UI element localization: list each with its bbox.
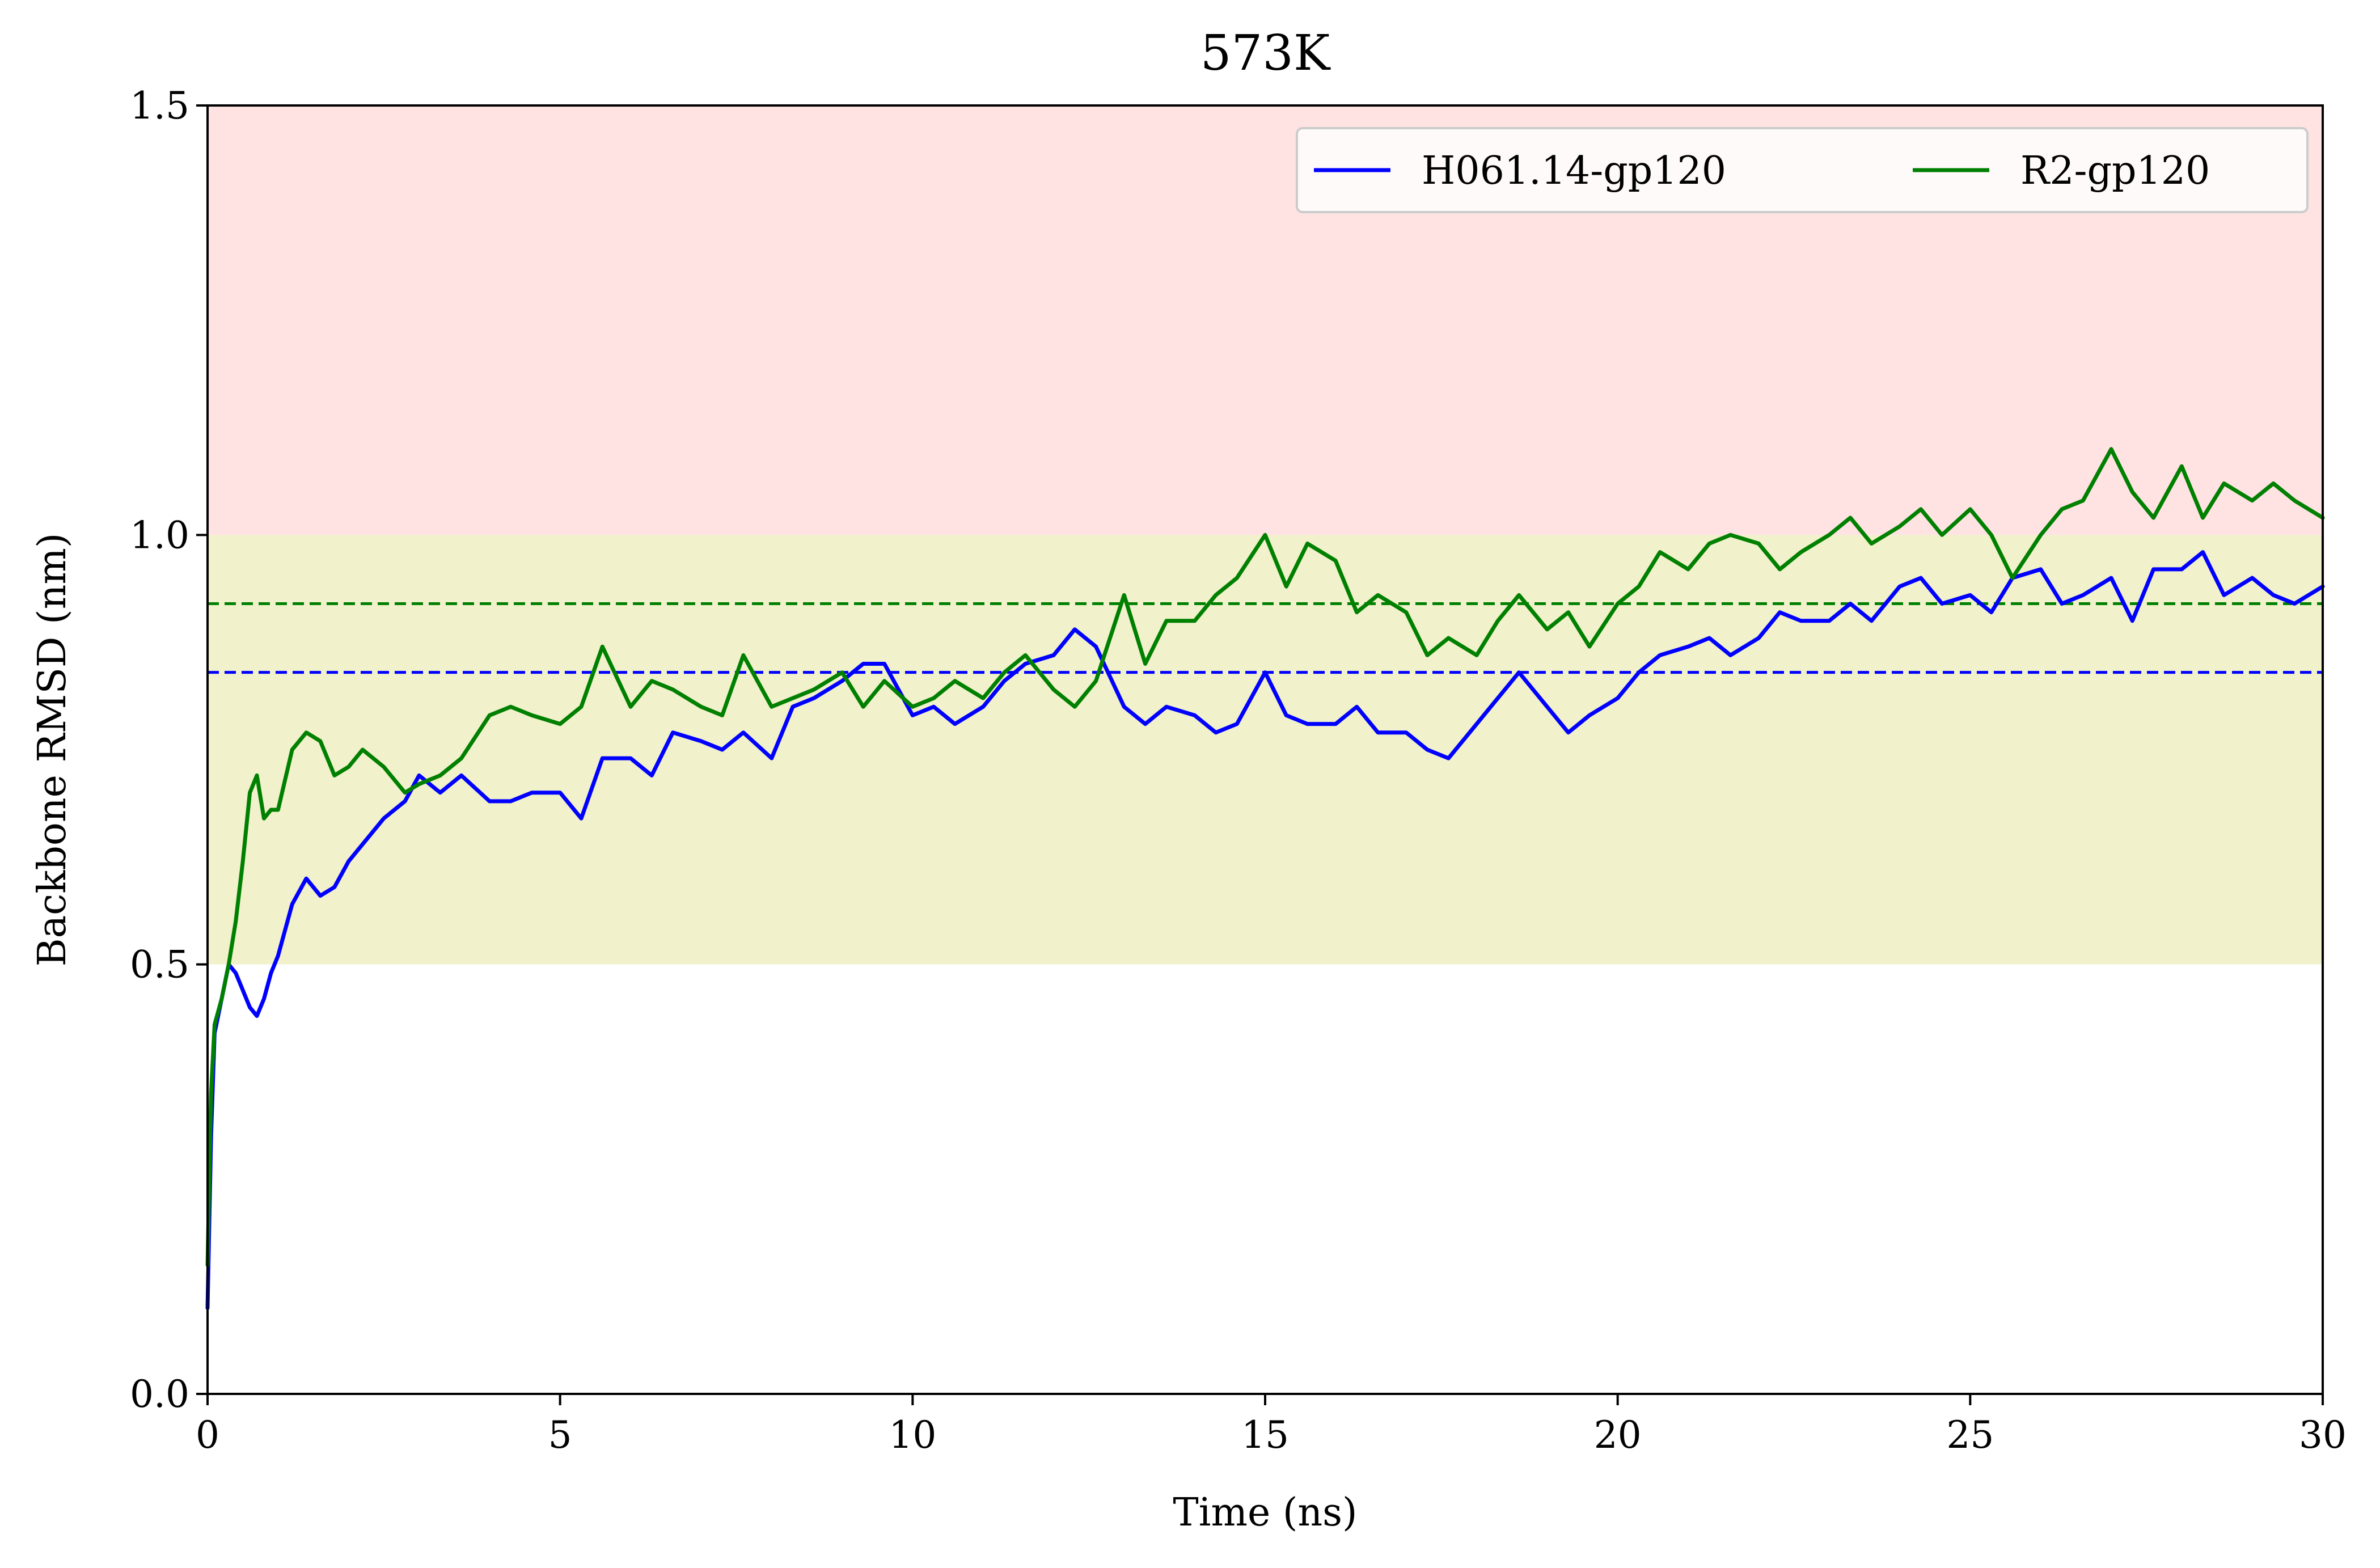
series-line-0 — [205, 550, 2325, 1310]
x-tick-label: 30 — [2299, 1413, 2347, 1457]
y-tick-label: 1.5 — [130, 84, 189, 128]
legend-label-0: H061.14-gp120 — [1422, 149, 1726, 193]
legend-label-1: R2-gp120 — [2020, 149, 2210, 193]
legend: H061.14-gp120 R2-gp120 — [1296, 127, 2309, 213]
legend-box — [1296, 127, 2309, 213]
x-tick-label: 15 — [1241, 1413, 1289, 1457]
y-tick-label: 0.0 — [130, 1372, 189, 1416]
chart-title: 573K — [1200, 25, 1331, 82]
x-tick-label: 5 — [548, 1413, 572, 1457]
x-tick-label: 20 — [1594, 1413, 1642, 1457]
x-axis-ticks: 0 5 10 15 20 25 30 — [196, 1394, 2347, 1457]
y-axis-ticks: 0.0 0.5 1.0 1.5 — [130, 84, 208, 1416]
x-tick-label: 0 — [196, 1413, 219, 1457]
y-tick-label: 0.5 — [130, 943, 189, 987]
band-0 — [208, 535, 2323, 965]
y-axis-label: Backbone RMSD (nm) — [30, 533, 75, 967]
y-tick-label: 1.0 — [130, 513, 189, 557]
x-tick-label: 25 — [1946, 1413, 1994, 1457]
x-axis-label: Time (ns) — [1173, 1490, 1357, 1535]
series-line-1 — [205, 447, 2325, 1267]
series-layer — [205, 447, 2325, 1310]
x-tick-label: 10 — [889, 1413, 936, 1457]
bands-layer — [208, 105, 2323, 965]
